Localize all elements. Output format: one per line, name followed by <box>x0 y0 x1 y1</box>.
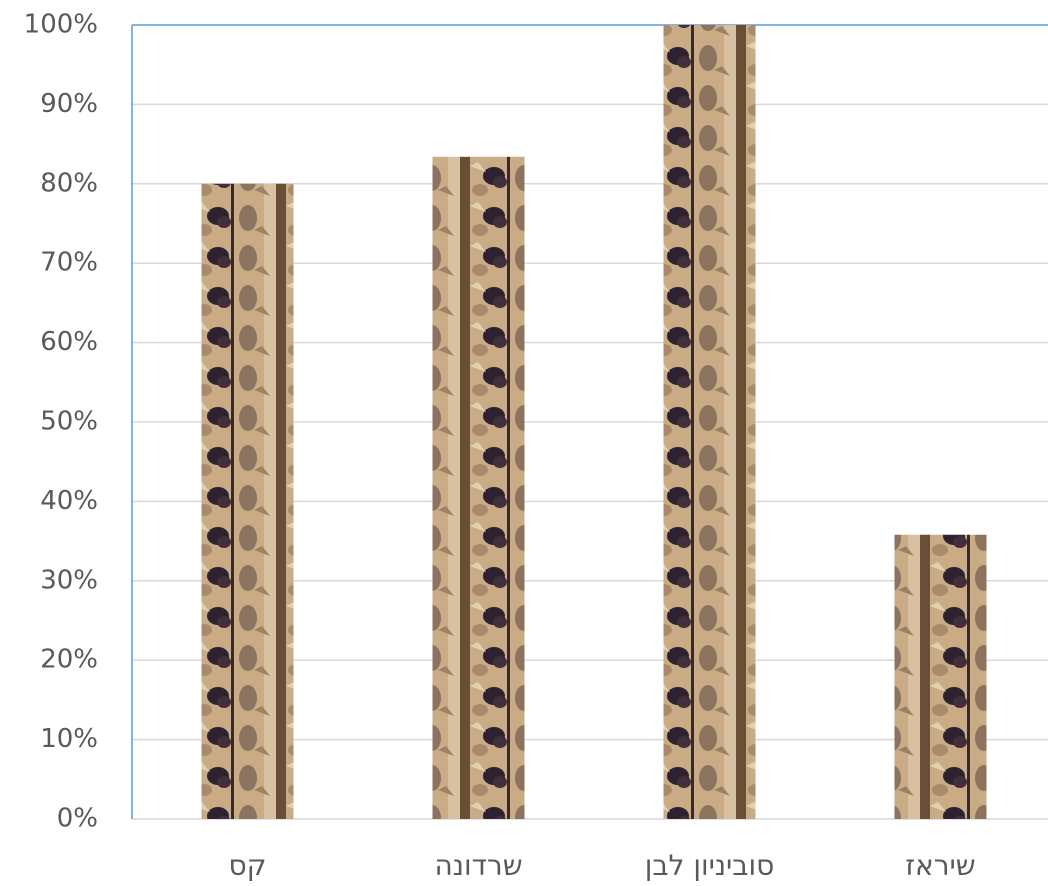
y-tick-label: 100% <box>24 10 98 40</box>
y-tick-label: 90% <box>40 89 98 119</box>
x-tick-label: שיראז <box>905 849 975 882</box>
x-tick-label: סוביניון לבן <box>645 849 775 882</box>
y-tick-label: 20% <box>40 645 98 675</box>
y-tick-label: 70% <box>40 248 98 278</box>
bar <box>432 156 525 819</box>
y-tick-label: 10% <box>40 724 98 754</box>
y-tick-label: 40% <box>40 486 98 516</box>
y-tick-label: 0% <box>57 804 98 834</box>
bar <box>201 183 294 820</box>
y-tick-label: 30% <box>40 565 98 595</box>
bar <box>894 534 987 819</box>
x-tick-label: שרדונה <box>434 849 522 882</box>
y-tick-label: 80% <box>40 168 98 198</box>
x-tick-label: קס <box>228 849 266 882</box>
y-tick-label: 60% <box>40 327 98 357</box>
bar <box>663 25 756 819</box>
y-tick-label: 50% <box>40 407 98 437</box>
